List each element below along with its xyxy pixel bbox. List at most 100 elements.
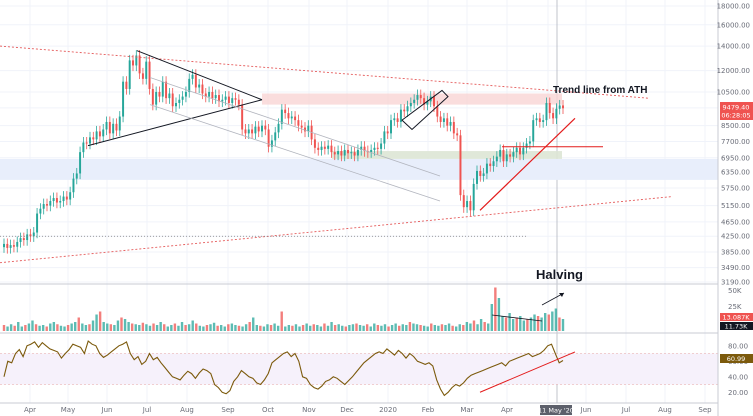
volume-bar <box>419 325 422 331</box>
volume-bar <box>309 325 312 331</box>
candle-body <box>360 146 363 150</box>
candle-body <box>72 178 75 193</box>
volume-bar <box>237 325 241 331</box>
volume-bar <box>13 325 16 331</box>
volume-bar <box>109 324 113 331</box>
volume-bar <box>24 325 27 331</box>
volume-bar <box>405 325 408 331</box>
price-tick-label: 16000.00 <box>717 21 750 29</box>
candle-body <box>552 113 555 119</box>
price-tick-label: 5150.00 <box>721 202 750 210</box>
candle-body <box>132 60 134 66</box>
candle-body <box>343 149 346 156</box>
volume-bar <box>430 323 433 331</box>
volume-bar <box>383 324 387 331</box>
volume-bar <box>287 325 291 331</box>
candle-body <box>333 152 336 155</box>
candle-body <box>419 95 422 99</box>
support-zone-blue <box>0 158 718 180</box>
candle-body <box>161 81 164 97</box>
volume-bar <box>341 325 344 331</box>
candle-body <box>89 137 91 144</box>
candle-body <box>558 105 561 109</box>
volume-bar <box>70 323 73 331</box>
candle-body <box>211 91 214 99</box>
candle-body <box>485 163 488 174</box>
volume-bar <box>561 319 565 331</box>
volume-bar <box>451 325 454 331</box>
volume-bar <box>508 313 511 331</box>
volume-bar <box>195 323 198 331</box>
volume-bar <box>102 322 105 331</box>
volume-axis[interactable]: 50K 25K <box>728 287 742 311</box>
volume-bar <box>487 323 490 331</box>
volume-bar <box>323 323 326 331</box>
volume-bar <box>501 316 504 331</box>
volume-bar <box>454 326 458 331</box>
candle-body <box>456 133 459 136</box>
volume-bar <box>155 325 159 331</box>
candle-body <box>446 118 449 126</box>
candle-body <box>36 213 39 233</box>
volume-bar <box>380 325 383 331</box>
volume-bar <box>141 322 145 331</box>
volume-bar <box>9 324 13 331</box>
ath-trendline <box>0 45 649 99</box>
volume-bar <box>526 319 529 331</box>
volume-bar <box>373 323 376 331</box>
volume-bar <box>227 324 230 331</box>
candle-body <box>459 135 462 196</box>
candle-body <box>532 120 535 142</box>
candle-body <box>270 140 273 147</box>
volume-bar <box>348 325 351 331</box>
candle-body <box>476 170 478 184</box>
candle-body <box>148 61 151 89</box>
time-axis[interactable]: Apr May Jun Jul Aug Sep Oct Nov Dec 2020 Feb Mar Apr… <box>24 406 712 414</box>
candle-body <box>118 116 121 131</box>
candle-body <box>49 201 52 206</box>
candle-body <box>373 147 376 150</box>
candle-body <box>277 123 280 133</box>
volume-bar <box>74 322 77 331</box>
time-tick-label: Jul <box>621 406 631 414</box>
volume-bar <box>66 325 70 331</box>
long-term-support-line <box>0 196 673 264</box>
candle-body <box>69 192 72 200</box>
candle-body <box>178 99 181 103</box>
candle-body <box>519 147 521 155</box>
candle-body <box>469 201 472 211</box>
candle-body <box>535 118 538 121</box>
volume-bar <box>551 311 554 331</box>
volume-bar <box>369 326 372 331</box>
candle-body <box>191 74 194 79</box>
volume-bar <box>276 325 280 331</box>
price-tick-label: 5750.00 <box>721 185 750 193</box>
volume-bar <box>365 324 369 331</box>
volume-label-black: 11.73K <box>725 323 749 331</box>
volume-bar <box>291 325 294 331</box>
candle-body <box>158 91 161 97</box>
date-tag: 11 May '20 <box>538 405 574 415</box>
time-tick-label: Oct <box>262 406 274 414</box>
volume-bar <box>209 324 212 331</box>
candle-body <box>251 129 254 134</box>
volume-bar <box>319 326 323 331</box>
volume-bar <box>166 326 169 331</box>
volume-trendline <box>491 314 543 322</box>
volume-bar <box>34 324 38 331</box>
volume-bar <box>479 319 483 331</box>
volume-bar <box>148 325 152 331</box>
candle-body <box>108 121 111 134</box>
volume-bar <box>212 322 216 331</box>
candle-body <box>32 232 35 237</box>
volume-bar <box>476 324 479 331</box>
price-tick-label: 18000.00 <box>717 3 750 11</box>
price-tick-label: 3490.00 <box>721 264 750 272</box>
volume-bar <box>422 325 426 331</box>
volume-bar <box>490 304 493 331</box>
candle-body <box>82 142 85 153</box>
volume-bar <box>244 324 248 331</box>
